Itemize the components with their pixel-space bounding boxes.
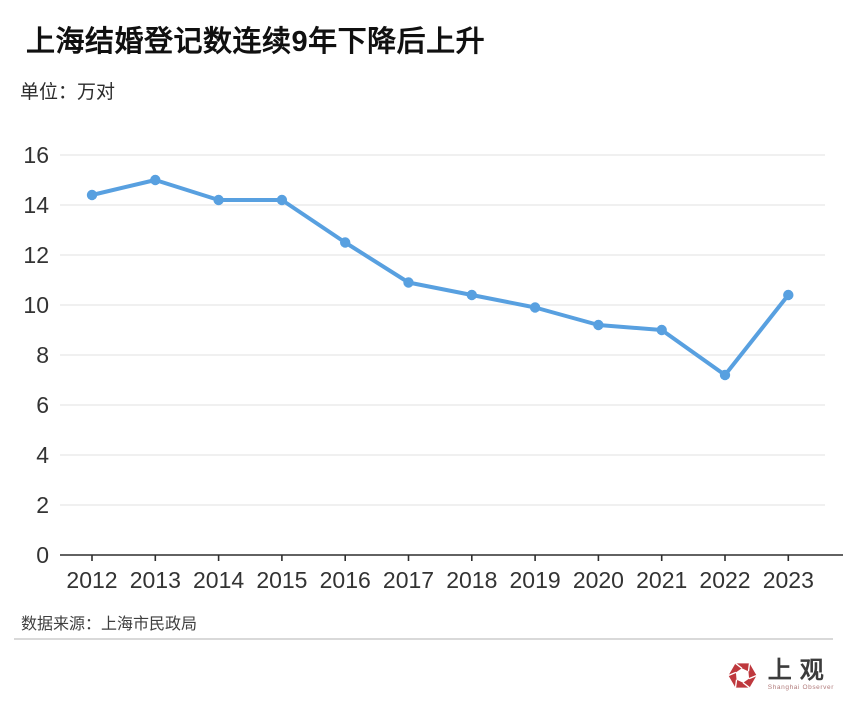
data-point [340,237,351,248]
data-point [656,324,667,336]
x-axis-label: 2014 [193,567,244,593]
y-axis-label: 12 [23,242,49,268]
logo-subtitle: Shanghai Observer [767,684,834,691]
y-axis-label: 0 [36,542,49,568]
logo-title: 上观 [767,658,832,684]
shanghai-observer-logo: 上观 Shanghai Observer [727,658,834,692]
footer-divider [14,638,833,640]
x-axis-label: 2016 [320,567,371,593]
x-axis-label: 2022 [699,567,750,593]
y-axis-label: 10 [23,292,49,318]
data-point [593,319,604,331]
x-axis-label: 2015 [256,567,307,593]
data-point [529,302,541,313]
data-point [213,194,224,206]
data-point [403,277,414,288]
logo-text: 上观 Shanghai Observer [768,658,834,692]
logo-hexagon-aperture-icon [727,662,757,688]
data-point [719,369,731,381]
x-axis-label: 2012 [66,567,117,593]
y-axis-label: 14 [23,192,49,218]
y-axis-label: 16 [23,142,49,168]
y-axis-label: 6 [36,392,49,418]
data-point [466,289,477,301]
x-axis-label: 2018 [446,567,497,593]
x-axis-label: 2019 [510,567,561,593]
x-axis-label: 2020 [573,567,624,593]
x-axis-label: 2021 [636,567,687,593]
x-axis-label: 2017 [383,567,434,593]
data-point [86,189,98,201]
chart-title: 上海结婚登记数连续9年下降后上升 [26,26,486,58]
x-axis-label: 2023 [763,567,814,593]
data-point [783,289,794,301]
unit-label: 单位：万对 [20,82,116,103]
y-axis-label: 2 [36,492,49,518]
x-axis-label: 2013 [130,567,181,593]
data-line [90,178,791,377]
line-chart: 0 2 4 6 8 10 12 14 16 2012 2013 2014 2015 2016 2017 201… [23,142,843,593]
data-point [276,194,288,206]
y-axis-label: 4 [36,442,49,468]
data-point [150,174,161,186]
y-axis-label: 8 [36,342,49,368]
source-label: 数据来源：上海市民政局 [21,616,198,633]
